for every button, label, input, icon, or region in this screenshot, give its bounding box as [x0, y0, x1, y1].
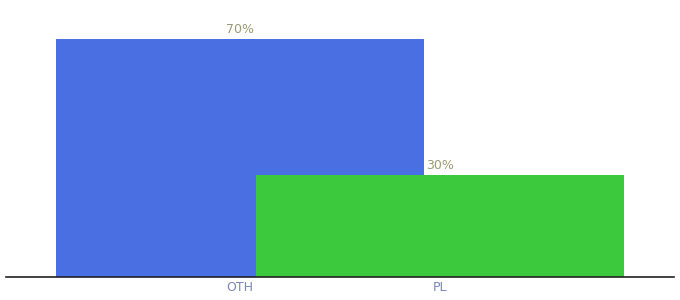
Bar [256, 175, 624, 277]
Text: 70%: 70% [226, 23, 254, 36]
Text: 30%: 30% [426, 159, 454, 172]
Bar [56, 39, 424, 277]
